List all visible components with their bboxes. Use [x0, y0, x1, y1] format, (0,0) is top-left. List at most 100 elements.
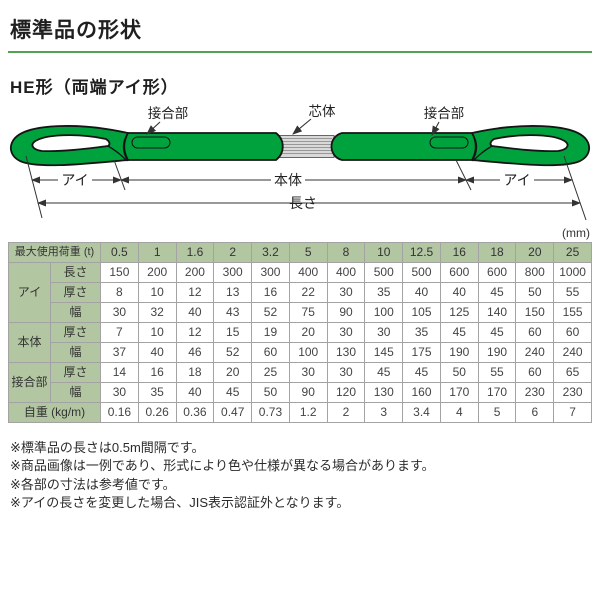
- unit-label: (mm): [562, 226, 590, 240]
- row-label: 厚さ: [49, 282, 102, 303]
- spec-cell: 190: [477, 342, 517, 363]
- load-value-header: 12.5: [402, 242, 441, 263]
- spec-cell: 16: [137, 362, 177, 383]
- load-value-header: 10: [364, 242, 404, 263]
- spec-row: 幅 37 40 46 52 60 100 130 145 175 190 190 240 240: [9, 342, 592, 363]
- spec-cell: 46: [175, 342, 215, 363]
- spec-cell: 30: [288, 362, 328, 383]
- load-value-header: 8: [326, 242, 366, 263]
- load-value-header: 1: [137, 242, 177, 263]
- spec-cell: 37: [100, 342, 139, 363]
- row-label: 長さ: [49, 262, 102, 283]
- body-dim-label: 本体: [274, 172, 302, 188]
- spec-cell: 90: [288, 382, 328, 403]
- spec-cell: 170: [477, 382, 517, 403]
- spec-row: 幅 30 35 40 45 50 90 120 130 160 170 170 230 230: [9, 382, 592, 403]
- core-section: [275, 135, 335, 158]
- spec-cell: 35: [364, 282, 404, 303]
- spec-cell: 240: [515, 342, 555, 363]
- spec-cell: 30: [100, 382, 139, 403]
- belt-right: [330, 132, 480, 161]
- spec-cell: 120: [326, 382, 366, 403]
- spec-cell: 18: [175, 362, 215, 383]
- spec-cell: 200: [137, 262, 177, 283]
- weight-cell: 3: [364, 402, 404, 423]
- load-value-header: 18: [477, 242, 517, 263]
- spec-cell: 175: [402, 342, 441, 363]
- spec-cell: 140: [477, 302, 517, 323]
- spec-cell: 75: [288, 302, 328, 323]
- spec-cell: 8: [100, 282, 139, 303]
- spec-cell: 170: [439, 382, 479, 403]
- weight-cell: 0.26: [137, 402, 177, 423]
- spec-cell: 52: [213, 342, 253, 363]
- header-row: 最大使用荷重 (t) 0.5 1 1.6 2 3.2 5 8 10 12.5 16 18 20 25: [7, 242, 592, 263]
- spec-cell: 300: [251, 262, 290, 283]
- spec-cell: 150: [515, 302, 555, 323]
- spec-cell: 60: [251, 342, 290, 363]
- spec-cell: 30: [326, 362, 366, 383]
- spec-row: アイ 長さ 150 200 200 300 300 400 400 500 500 600 600 800…: [8, 262, 592, 323]
- spec-cell: 30: [326, 282, 366, 303]
- footnotes: ※標準品の長さは0.5m間隔です。 ※商品画像は一例であり、形式により色や仕様が…: [10, 439, 592, 513]
- spec-cell: 500: [402, 262, 441, 283]
- weight-cell: 0.73: [251, 402, 290, 423]
- spec-cell: 14: [100, 362, 139, 383]
- spec-cell: 90: [326, 302, 366, 323]
- spec-cell: 30: [364, 322, 404, 343]
- footnote: ※商品画像は一例であり、形式により色や仕様が異なる場合があります。: [10, 458, 435, 474]
- spec-cell: 50: [439, 362, 479, 383]
- eye-right-dim-label: アイ: [503, 172, 530, 188]
- spec-cell: 125: [439, 302, 479, 323]
- weight-cell: 3.4: [402, 402, 441, 423]
- spec-cell: 12: [175, 322, 215, 343]
- spec-cell: 105: [402, 302, 441, 323]
- spec-cell: 500: [364, 262, 404, 283]
- row-label: 厚さ: [49, 322, 102, 343]
- spec-cell: 7: [100, 322, 139, 343]
- length-dim-label: 長さ: [289, 195, 317, 211]
- spec-cell: 800: [515, 262, 555, 283]
- section-subtitle: HE形（両端アイ形）: [10, 78, 179, 97]
- spec-cell: 55: [477, 362, 517, 383]
- spec-cell: 30: [326, 322, 366, 343]
- max-load-header: 最大使用荷重 (t): [7, 242, 102, 263]
- spec-cell: 45: [402, 362, 441, 383]
- weight-cell: 1.2: [288, 402, 328, 423]
- spec-table-head: 最大使用荷重 (t) 0.5 1 1.6 2 3.2 5 8 10 12.5 16 18 20 25: [7, 242, 592, 263]
- spec-cell: 600: [439, 262, 479, 283]
- sling-diagram-svg: 接合部 芯体 接合部: [9, 104, 591, 221]
- joint-left-label: 接合部: [148, 105, 189, 121]
- spec-cell: 19: [251, 322, 290, 343]
- eye-left-dim-label: アイ: [61, 172, 88, 188]
- spec-cell: 600: [477, 262, 517, 283]
- weight-cell: 0.16: [100, 402, 139, 423]
- spec-cell: 40: [137, 342, 177, 363]
- weight-cell: 6: [515, 402, 555, 423]
- spec-row: 幅 30 32 40 43 52 75 90 100 105 125 140 150 155: [9, 302, 592, 323]
- weight-cell: 2: [326, 402, 366, 423]
- load-value-header: 3.2: [251, 242, 290, 263]
- spec-cell: 150: [100, 262, 139, 283]
- spec-cell: 30: [100, 302, 139, 323]
- spec-cell: 35: [137, 382, 177, 403]
- load-value-header: 1.6: [175, 242, 215, 263]
- spec-cell: 190: [439, 342, 479, 363]
- spec-cell: 50: [251, 382, 290, 403]
- spec-cell: 1000: [553, 262, 592, 283]
- spec-row: 接合部 厚さ 14 16 18 20 25 30 30 45 45 50 55 60 65: [8, 362, 592, 403]
- spec-cell: 230: [553, 382, 592, 403]
- spec-cell: 13: [213, 282, 253, 303]
- joint-right-label: 接合部: [424, 105, 465, 121]
- spec-cell: 145: [364, 342, 404, 363]
- row-label: 幅: [49, 382, 102, 403]
- spec-cell: 22: [288, 282, 328, 303]
- spec-cell: 20: [213, 362, 253, 383]
- spec-row: 本体 厚さ 7 10 12 15 19 20 30 30 35 45 45 60 60: [8, 322, 592, 363]
- weight-cell: 7: [553, 402, 592, 423]
- load-value-header: 0.5: [100, 242, 139, 263]
- spec-cell: 45: [477, 282, 517, 303]
- page-title: 標準品の形状: [8, 14, 592, 53]
- spec-cell: 65: [553, 362, 592, 383]
- spec-cell: 25: [251, 362, 290, 383]
